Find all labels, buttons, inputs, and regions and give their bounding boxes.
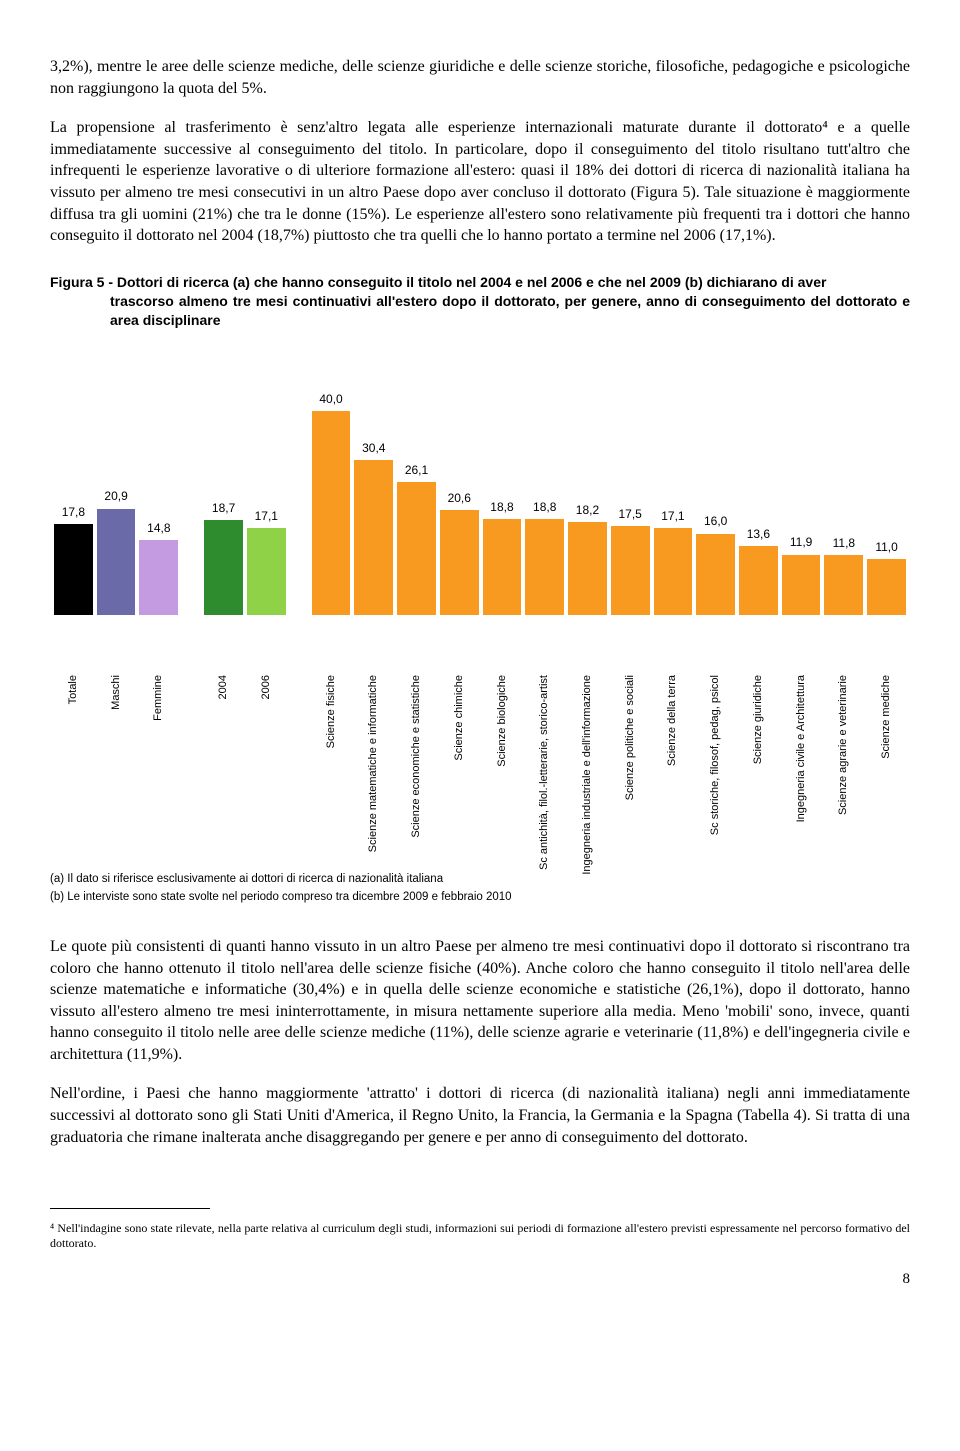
- bar-value: 17,1: [255, 508, 278, 524]
- bar-value: 13,6: [747, 526, 770, 542]
- bar-value: 18,8: [490, 499, 513, 515]
- chart-bar: 20,9: [97, 355, 136, 615]
- chart-bar: 17,8: [54, 355, 93, 615]
- bar-label: Scienze chimiche: [440, 675, 479, 845]
- bar-label: Totale: [54, 675, 93, 845]
- bar-value: 40,0: [319, 391, 342, 407]
- paragraph-1: 3,2%), mentre le aree delle scienze medi…: [50, 56, 910, 99]
- chart-bar: 30,4: [354, 355, 393, 615]
- chart-bar: 40,0: [312, 355, 351, 615]
- bar-value: 17,5: [619, 506, 642, 522]
- bar-label: 2006: [247, 675, 286, 845]
- bar-rect: [139, 540, 178, 616]
- bar-value: 11,0: [875, 539, 897, 555]
- bar-value: 17,1: [661, 508, 684, 524]
- bar-value: 20,9: [104, 488, 127, 504]
- bar-label: Scienze giuridiche: [739, 675, 778, 845]
- bar-label: Sc antichità, filol.-letterarie, storico…: [525, 675, 564, 845]
- bar-rect: [654, 528, 693, 615]
- bar-value: 18,2: [576, 502, 599, 518]
- bar-rect: [204, 520, 243, 616]
- bar-rect: [696, 534, 735, 616]
- bar-label: Ingegneria industriale e dell'informazio…: [568, 675, 607, 845]
- figure-notes: (a) Il dato si riferisce esclusivamente …: [50, 871, 910, 906]
- bar-rect: [312, 411, 351, 615]
- bar-rect: [440, 510, 479, 615]
- page-number: 8: [50, 1269, 910, 1289]
- bar-label: Sc storiche, filosof, pedag, psicol: [696, 675, 735, 845]
- bar-rect: [867, 559, 906, 615]
- caption-line-1: Figura 5 - Dottori di ricerca (a) che ha…: [50, 274, 826, 290]
- bar-label: Scienze della terra: [654, 675, 693, 845]
- bar-value: 11,9: [790, 534, 812, 550]
- note-b: (b) Le interviste sono state svolte nel …: [50, 889, 910, 906]
- bar-label: Scienze agrarie e veterinarie: [824, 675, 863, 845]
- chart-bar: 17,1: [654, 355, 693, 615]
- chart-bar: 11,8: [824, 355, 863, 615]
- bar-value: 17,8: [62, 504, 85, 520]
- bar-value: 18,8: [533, 499, 556, 515]
- bar-rect: [611, 526, 650, 615]
- bar-value: 30,4: [362, 440, 385, 456]
- chart-bar: 17,5: [611, 355, 650, 615]
- chart-bar: 18,8: [525, 355, 564, 615]
- bar-rect: [739, 546, 778, 616]
- paragraph-3: Le quote più consistenti di quanti hanno…: [50, 936, 910, 1066]
- figure-caption: Figura 5 - Dottori di ricerca (a) che ha…: [50, 273, 910, 330]
- bar-rect: [824, 555, 863, 615]
- chart-bar: 18,2: [568, 355, 607, 615]
- chart-bar: 18,7: [204, 355, 243, 615]
- bar-value: 20,6: [448, 490, 471, 506]
- bar-rect: [354, 460, 393, 615]
- bar-label: Femmine: [139, 675, 178, 845]
- bar-rect: [782, 555, 821, 616]
- bar-value: 16,0: [704, 513, 727, 529]
- chart-bar: 18,8: [483, 355, 522, 615]
- figure-5-chart: 17,8 20,9 14,8 18,7 17,1 40,0 30,4 26,1 20,6 18,8…: [50, 355, 910, 845]
- bar-value: 11,8: [833, 535, 855, 551]
- bar-value: 26,1: [405, 462, 428, 478]
- caption-line-2: trascorso almeno tre mesi continuativi a…: [50, 292, 910, 330]
- bar-rect: [54, 524, 93, 615]
- chart-bar: 11,9: [782, 355, 821, 615]
- paragraph-4: Nell'ordine, i Paesi che hanno maggiorme…: [50, 1083, 910, 1148]
- bar-label: Scienze politiche e sociali: [611, 675, 650, 845]
- chart-bar: 11,0: [867, 355, 906, 615]
- chart-bar: 14,8: [139, 355, 178, 615]
- bar-rect: [568, 522, 607, 615]
- bar-label: Scienze mediche: [867, 675, 906, 845]
- bar-label: Scienze economiche e statistiche: [397, 675, 436, 845]
- bar-label: 2004: [204, 675, 243, 845]
- bar-rect: [483, 519, 522, 615]
- bar-rect: [247, 528, 286, 615]
- note-a: (a) Il dato si riferisce esclusivamente …: [50, 871, 910, 888]
- chart-bar: 26,1: [397, 355, 436, 615]
- chart-bar: 17,1: [247, 355, 286, 615]
- bar-label: Scienze fisiche: [312, 675, 351, 845]
- paragraph-2: La propensione al trasferimento è senz'a…: [50, 117, 910, 247]
- footnote-4: ⁴ Nell'indagine sono state rilevate, nel…: [50, 1221, 910, 1251]
- bar-value: 14,8: [147, 520, 170, 536]
- bar-rect: [97, 509, 136, 616]
- footnote-rule: [50, 1208, 210, 1209]
- chart-bar: 13,6: [739, 355, 778, 615]
- bar-label: Scienze biologiche: [483, 675, 522, 845]
- bar-rect: [397, 482, 436, 615]
- bar-value: 18,7: [212, 500, 235, 516]
- bar-label: Ingegneria civile e Architettura: [782, 675, 821, 845]
- bar-rect: [525, 519, 564, 615]
- chart-bar: 20,6: [440, 355, 479, 615]
- bar-label: Maschi: [97, 675, 136, 845]
- chart-bar: 16,0: [696, 355, 735, 615]
- bar-label: Scienze matematiche e informatiche: [354, 675, 393, 845]
